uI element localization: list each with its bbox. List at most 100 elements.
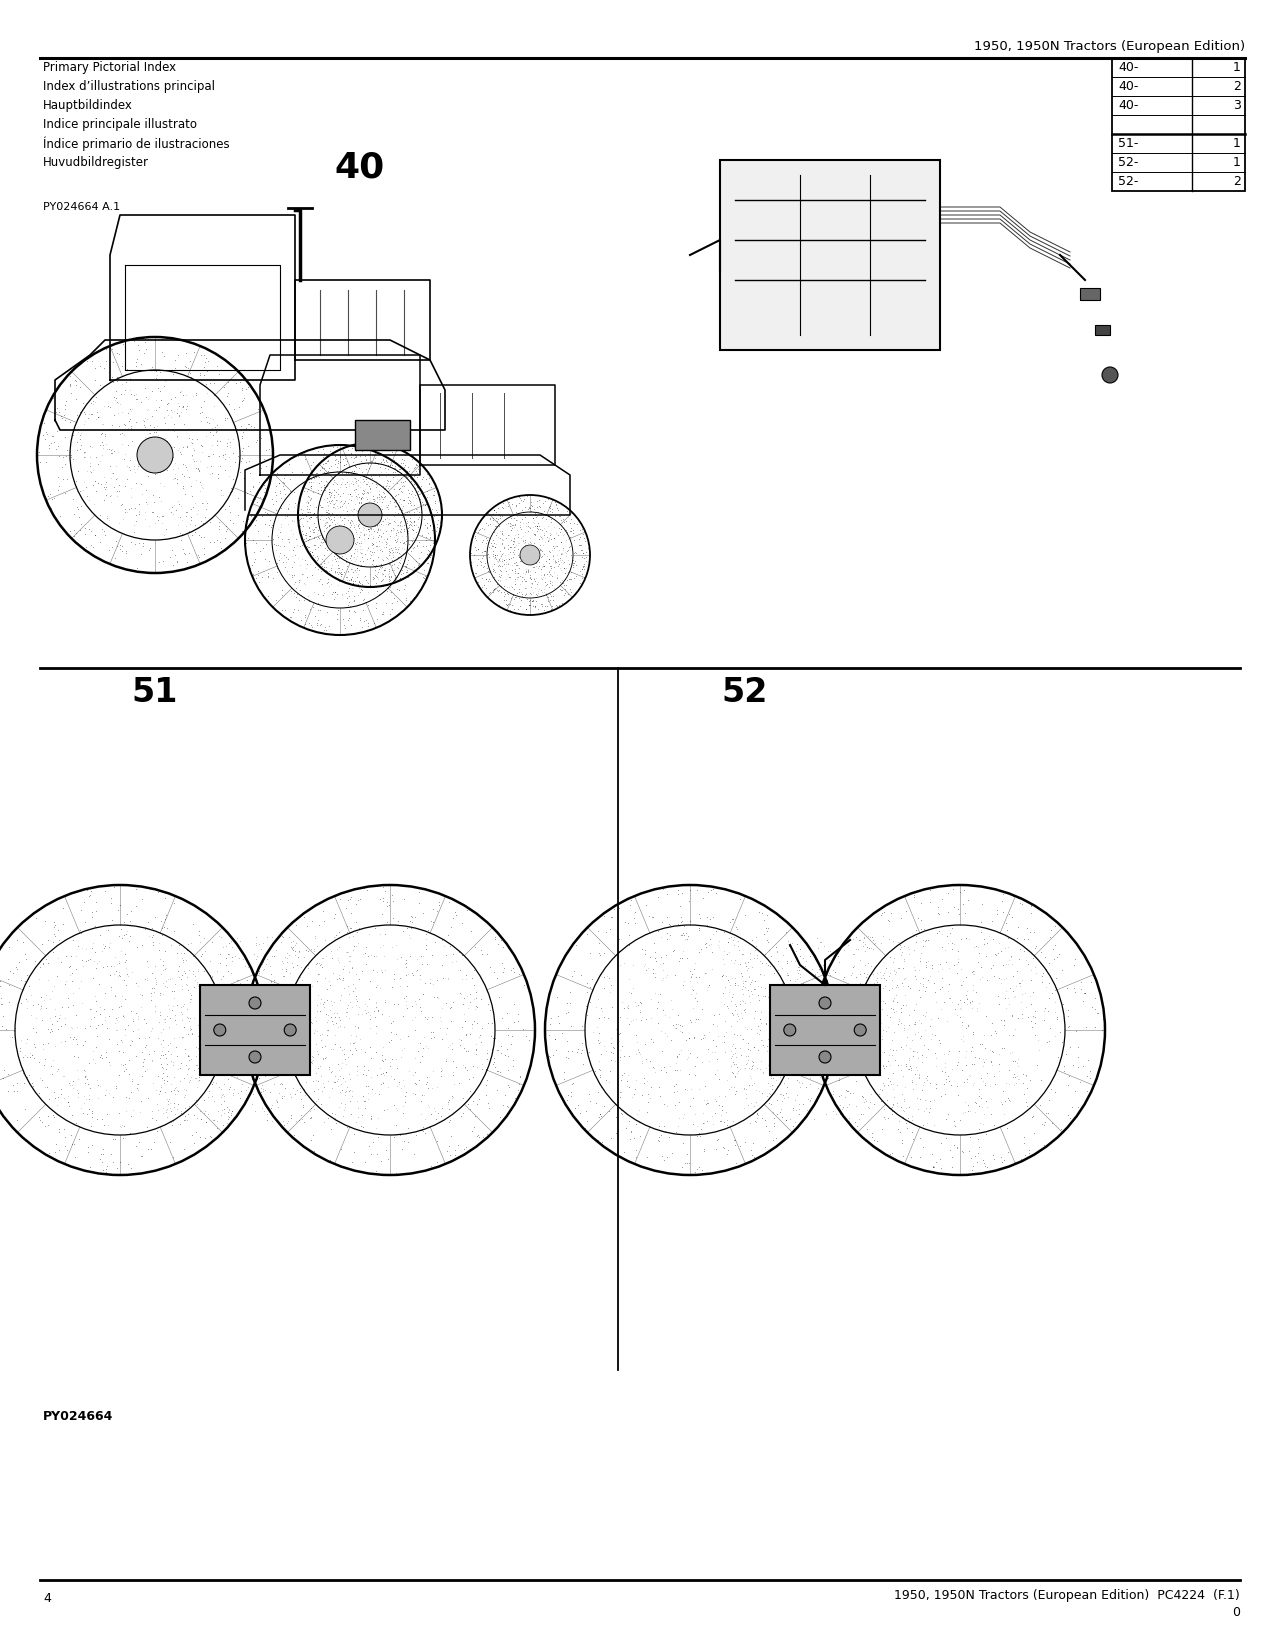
Point	[891, 942, 912, 969]
Point	[521, 571, 542, 597]
Point	[87, 1106, 107, 1132]
Point	[136, 965, 157, 992]
Point	[113, 1003, 134, 1030]
Point	[366, 474, 386, 500]
Point	[1091, 1016, 1112, 1043]
Point	[391, 518, 412, 544]
Point	[279, 1000, 300, 1026]
Point	[154, 884, 175, 911]
Point	[71, 492, 92, 518]
Circle shape	[854, 1025, 866, 1036]
Point	[473, 554, 493, 581]
Point	[476, 1072, 496, 1099]
Point	[539, 520, 560, 546]
Point	[381, 579, 402, 606]
Point	[399, 1058, 419, 1084]
Point	[340, 1087, 361, 1114]
Point	[266, 587, 287, 614]
Point	[787, 931, 807, 957]
Point	[643, 1030, 663, 1056]
Point	[124, 455, 144, 482]
Point	[250, 406, 270, 432]
Point	[527, 564, 547, 591]
Point	[595, 1038, 616, 1064]
Point	[615, 949, 635, 975]
Point	[776, 1023, 797, 1049]
Point	[357, 614, 377, 640]
Point	[714, 1109, 734, 1135]
Point	[496, 587, 516, 614]
Point	[412, 465, 432, 492]
Point	[278, 526, 298, 553]
Point	[143, 1069, 163, 1096]
Point	[182, 1020, 203, 1046]
Point	[166, 384, 186, 411]
Point	[337, 564, 357, 591]
Point	[454, 1135, 474, 1162]
Point	[154, 1006, 175, 1033]
Point	[395, 987, 416, 1013]
Point	[182, 1021, 203, 1048]
Point	[708, 932, 728, 959]
Point	[843, 940, 863, 967]
Point	[784, 998, 805, 1025]
Point	[116, 356, 136, 383]
Point	[372, 530, 393, 556]
Point	[440, 1031, 460, 1058]
Point	[555, 566, 575, 592]
Point	[171, 940, 191, 967]
Point	[761, 1063, 782, 1089]
Point	[222, 530, 242, 556]
Point	[80, 401, 101, 427]
Point	[1000, 975, 1020, 1002]
Point	[552, 566, 572, 592]
Point	[792, 1058, 812, 1084]
Point	[437, 1015, 458, 1041]
Point	[43, 485, 64, 512]
Point	[625, 1006, 645, 1033]
Point	[214, 446, 235, 472]
Point	[79, 432, 99, 459]
Point	[852, 1026, 872, 1053]
Point	[799, 1087, 820, 1114]
Point	[176, 1061, 196, 1087]
Point	[625, 899, 645, 926]
Point	[41, 1053, 61, 1079]
Point	[386, 482, 407, 508]
Point	[515, 518, 536, 544]
Point	[113, 909, 134, 936]
Point	[153, 1054, 173, 1081]
Point	[1012, 1069, 1033, 1096]
Point	[150, 488, 171, 515]
Point	[778, 1011, 798, 1038]
Point	[992, 1148, 1012, 1175]
Point	[177, 549, 198, 576]
Point	[1030, 1066, 1051, 1092]
Point	[366, 1020, 386, 1046]
Point	[176, 457, 196, 483]
Point	[376, 591, 397, 617]
Point	[550, 554, 570, 581]
Point	[391, 502, 412, 528]
Point	[756, 1082, 776, 1109]
Point	[623, 1081, 644, 1107]
Point	[330, 1054, 351, 1081]
Point	[421, 1153, 441, 1180]
Point	[329, 1003, 349, 1030]
Point	[541, 587, 561, 614]
Point	[798, 1086, 819, 1112]
Point	[649, 1112, 669, 1138]
Point	[82, 1104, 102, 1130]
Point	[918, 1036, 938, 1063]
Point	[330, 561, 351, 587]
Point	[389, 1071, 409, 1097]
Point	[179, 518, 199, 544]
Point	[374, 1069, 394, 1096]
Point	[55, 1028, 75, 1054]
Point	[492, 530, 513, 556]
Point	[469, 573, 490, 599]
Point	[497, 1092, 518, 1119]
Text: 1950, 1950N Tractors (European Edition): 1950, 1950N Tractors (European Edition)	[974, 40, 1244, 53]
Point	[368, 1081, 389, 1107]
Point	[102, 995, 122, 1021]
